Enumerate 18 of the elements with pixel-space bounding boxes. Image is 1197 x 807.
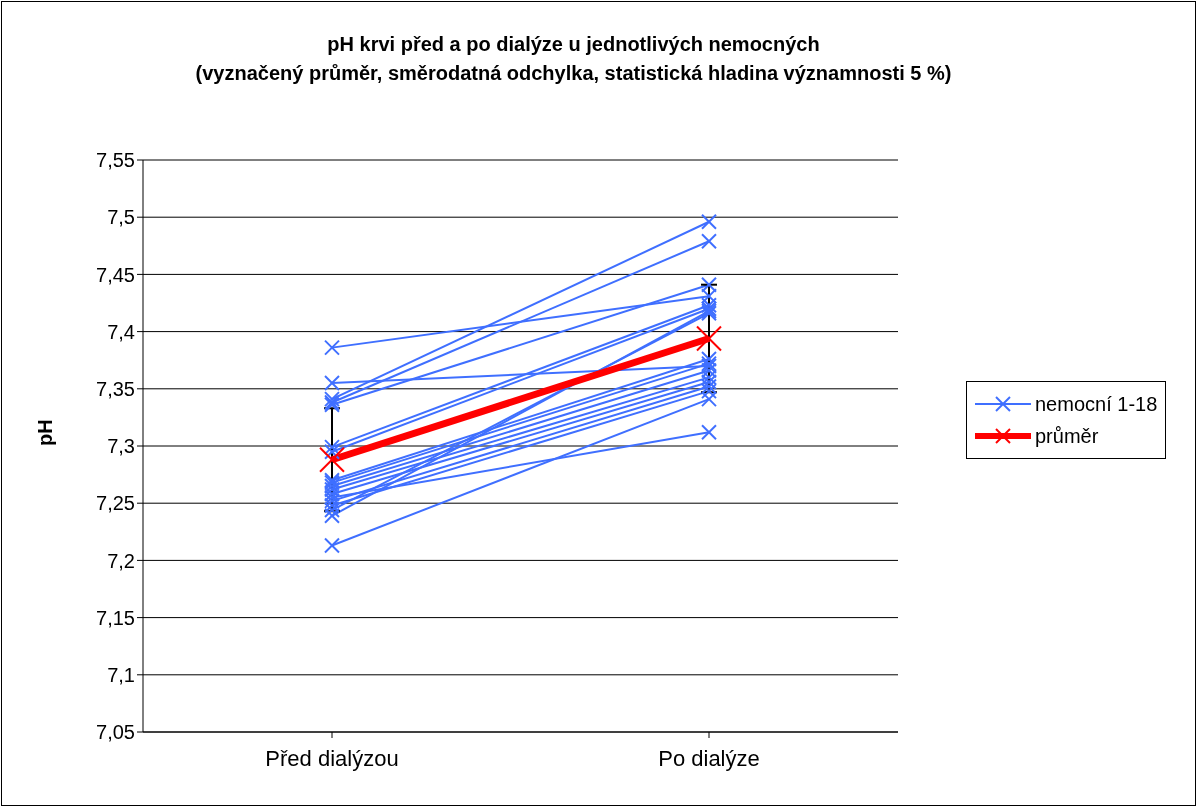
y-tick-label: 7,3	[107, 435, 135, 458]
y-tick-label: 7,4	[107, 320, 135, 343]
y-tick-label: 7,25	[96, 492, 135, 515]
y-tick-label: 7,2	[107, 549, 135, 572]
chart-subtitle: (vyznačený průměr, směrodatná odchylka, statistická hladina významnosti 5 %)	[194, 61, 953, 86]
legend-label: nemocní 1-18	[1035, 392, 1158, 416]
legend-label: průměr	[1035, 424, 1099, 448]
y-axis-title: pH	[34, 419, 57, 446]
y-tick-label: 7,45	[96, 263, 135, 286]
y-tick-label: 7,35	[96, 377, 135, 400]
y-tick-label: 7,55	[96, 149, 135, 172]
y-tick-label: 7,5	[107, 206, 135, 229]
y-tick-label: 7,15	[96, 606, 135, 629]
y-tick-label: 7,05	[96, 721, 135, 744]
chart-title: pH krvi před a po dialýze u jednotlivých nemocných	[326, 32, 821, 57]
x-tick-label: Po dialýze	[658, 745, 760, 771]
x-tick-label: Před dialýzou	[265, 745, 399, 771]
y-tick-label: 7,1	[107, 663, 135, 686]
